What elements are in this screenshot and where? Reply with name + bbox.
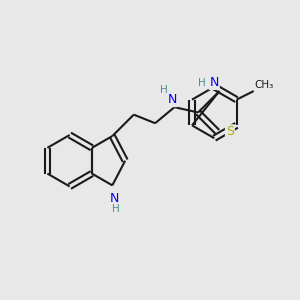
Text: N: N [168, 93, 177, 106]
Text: H: H [160, 85, 168, 95]
Text: S: S [226, 125, 234, 138]
Text: N: N [110, 192, 119, 205]
Text: CH₃: CH₃ [255, 80, 274, 90]
Text: H: H [199, 77, 206, 88]
Text: H: H [112, 204, 119, 214]
Text: N: N [209, 76, 219, 89]
